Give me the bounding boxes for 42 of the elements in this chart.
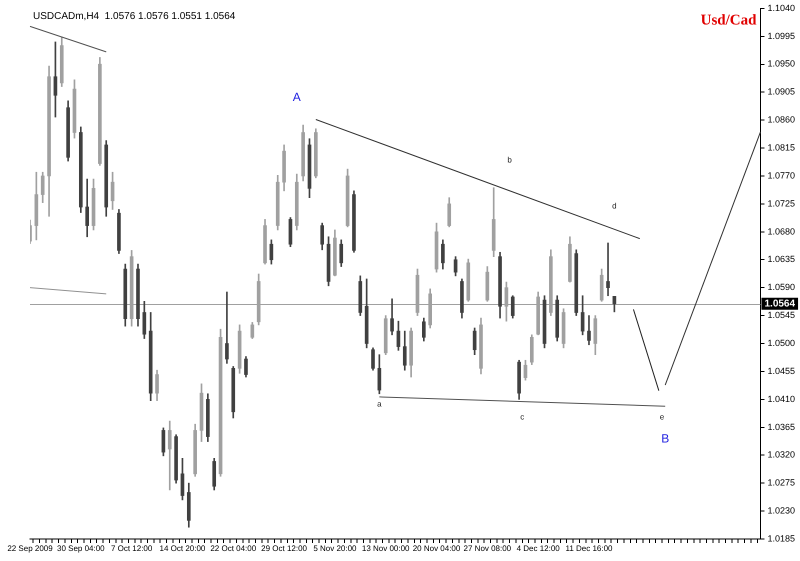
x-tick-label: 22 Oct 04:00 [210,544,257,554]
y-tick-label: 1.0185 [767,533,796,544]
annotation: d [612,202,617,211]
y-tick-label: 1.0500 [767,338,796,348]
x-tick-label: 4 Dec 12:00 [516,544,560,554]
y-tick-label: 1.0770 [767,170,796,180]
x-tick-label: 30 Sep 04:00 [57,544,106,554]
annotation: b [507,156,512,165]
y-tick-label: 1.0905 [767,86,796,97]
y-tick-label: 1.0815 [767,142,796,153]
x-tick-label: 22 Sep 2009 [7,544,54,554]
y-tick-label: 1.0230 [767,506,796,516]
x-tick-label: 5 Nov 20:00 [313,544,358,554]
y-tick-label: 1.0860 [767,114,796,125]
y-tick-label: 1.0365 [767,422,796,432]
y-tick-label: 1.0590 [767,282,796,292]
y-tick-label: 1.0635 [767,254,796,264]
x-tick-label: 27 Nov 08:00 [464,544,512,554]
y-tick-label: 1.0275 [767,478,796,488]
x-tick-label: 13 Nov 00:00 [362,544,410,554]
chart-title: USDCADm,H4 1.0576 1.0576 1.0551 1.0564 [33,11,236,22]
y-tick-label: 1.0545 [767,310,796,320]
annotation: c [520,412,524,422]
x-tick-label: 14 Oct 20:00 [160,544,206,554]
annotation: B [661,431,670,446]
x-tick-label: 7 Oct 12:00 [110,544,153,554]
y-tick-label: 1.1040 [767,2,796,13]
y-tick-label: 1.0320 [767,450,796,460]
y-tick-label: 1.0950 [767,58,796,69]
annotation: Usd/Cad [700,12,758,28]
x-tick-label: 20 Nov 04:00 [412,544,461,554]
annotation: A [292,90,301,104]
y-tick-label: 1.0995 [767,30,796,41]
y-tick-label: 1.0455 [767,366,796,376]
y-tick-label: 1.0680 [767,226,796,236]
y-tick-label: 1.0725 [767,198,796,208]
annotation: e [660,412,665,422]
y-tick-label: 1.0410 [767,394,796,404]
x-tick-label: 29 Oct 12:00 [261,544,308,554]
annotation: a [377,400,382,409]
ref-line-label: 1.0564 [764,298,796,310]
x-tick-label: 11 Dec 16:00 [565,544,614,554]
